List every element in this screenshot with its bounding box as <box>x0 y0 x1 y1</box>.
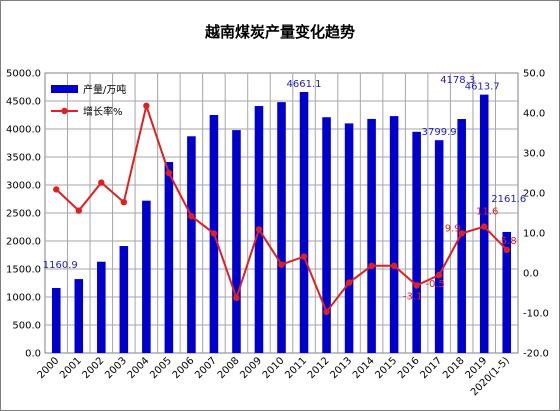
line-point <box>345 279 353 286</box>
legend-label-line: 增长率% <box>83 105 123 118</box>
y-left-tick-label: 4500.0 <box>6 97 41 108</box>
y-right-tick-label: -10.0 <box>523 309 549 320</box>
y-left-tick-label: 1000.0 <box>6 293 41 304</box>
x-tick-label: 2017 <box>419 355 445 381</box>
y-left-tick-label: 2500.0 <box>6 209 41 220</box>
bar-data-label: 4661.1 <box>287 79 322 90</box>
bar <box>367 118 376 353</box>
line-point <box>75 207 82 214</box>
line-point <box>98 179 105 186</box>
line-point <box>255 226 263 233</box>
line-point <box>458 230 465 237</box>
x-tick-label: 2016 <box>396 355 422 381</box>
x-tick-label: 2018 <box>441 355 467 381</box>
line-point <box>53 186 60 193</box>
bar <box>299 91 309 354</box>
bar <box>142 200 151 353</box>
x-tick-label: 2004 <box>126 355 152 381</box>
y-right-tick-label: 50.0 <box>523 69 545 80</box>
bar <box>187 136 196 353</box>
bar <box>74 279 84 353</box>
x-tick-label: 2013 <box>328 355 354 381</box>
bar <box>97 261 106 353</box>
y-left-tick-label: 3500.0 <box>6 153 41 164</box>
x-tick-label: 2005 <box>148 355 174 381</box>
bar-data-label: 1160.9 <box>43 260 78 271</box>
line-point <box>210 230 218 237</box>
x-tick-label: 2002 <box>81 355 107 381</box>
line-point <box>503 246 510 253</box>
x-tick-label: 2014 <box>351 355 377 381</box>
y-left-tick-label: 4000.0 <box>6 125 41 136</box>
x-tick-label: 2007 <box>193 355 219 381</box>
bar <box>119 246 129 353</box>
bar-data-label: 4178.3 <box>440 75 475 86</box>
line-data-label: -3.1 <box>403 291 423 302</box>
line-point <box>233 294 240 301</box>
bar <box>232 130 241 353</box>
bar-data-label: 3799.9 <box>422 127 457 138</box>
x-tick-label: 2012 <box>306 355 332 381</box>
bar <box>164 162 174 353</box>
x-tick-label: 2008 <box>216 355 242 381</box>
line-point <box>413 282 420 289</box>
y-right-tick-label: 0.0 <box>523 269 539 280</box>
legend-label-bars: 产量/万吨 <box>83 83 126 96</box>
x-tick-label: 2015 <box>373 355 399 381</box>
line-point <box>481 223 488 230</box>
line-data-label: 11.6 <box>476 207 498 218</box>
y-left-tick-label: 2000.0 <box>6 237 41 248</box>
bar <box>344 123 354 354</box>
chart-title: 越南煤炭产量变化趋势 <box>204 23 355 41</box>
bar <box>389 116 399 354</box>
line-point <box>323 308 330 315</box>
y-right-tick-label: -20.0 <box>523 349 549 360</box>
y-left-tick-label: 500.0 <box>12 321 41 332</box>
y-left-tick-label: 3000.0 <box>6 181 41 192</box>
line-point <box>278 261 285 268</box>
y-right-tick-label: 40.0 <box>523 109 545 120</box>
bar <box>412 131 421 353</box>
line-point <box>368 262 375 269</box>
legend-swatch-point <box>61 107 68 115</box>
bar <box>277 102 286 354</box>
line-point <box>390 262 398 269</box>
bar-data-label: 2161.6 <box>491 194 526 205</box>
y-left-tick-label: 1500.0 <box>6 265 41 276</box>
x-tick-label: 2010 <box>261 355 287 381</box>
line-point <box>300 253 308 260</box>
x-tick-label: 2003 <box>103 355 129 381</box>
x-tick-label: 2011 <box>283 355 309 381</box>
x-tick-label: 2009 <box>238 355 264 381</box>
y-left-tick-label: 5000.0 <box>6 69 41 80</box>
x-tick-label: 2001 <box>58 355 84 381</box>
line-point <box>165 169 173 177</box>
line-data-label: 9.9 <box>445 223 461 234</box>
bar <box>51 287 61 353</box>
line-data-label: -0.5 <box>425 279 445 290</box>
line-point <box>435 271 443 279</box>
bar <box>434 140 444 353</box>
line-data-label: 5.8 <box>501 236 517 247</box>
y-left-tick-label: 0.0 <box>25 349 41 360</box>
x-tick-label: 2006 <box>171 355 197 381</box>
line-point <box>120 199 128 206</box>
y-right-tick-label: 30.0 <box>523 149 545 160</box>
bar-data-label: 4613.7 <box>465 82 500 93</box>
legend-swatch-bars <box>51 85 78 93</box>
bar <box>502 231 512 353</box>
line-point <box>188 213 195 220</box>
y-right-tick-label: 20.0 <box>523 189 545 200</box>
line-point <box>143 102 150 110</box>
bar <box>322 117 331 354</box>
y-right-tick-label: 10.0 <box>523 229 545 240</box>
